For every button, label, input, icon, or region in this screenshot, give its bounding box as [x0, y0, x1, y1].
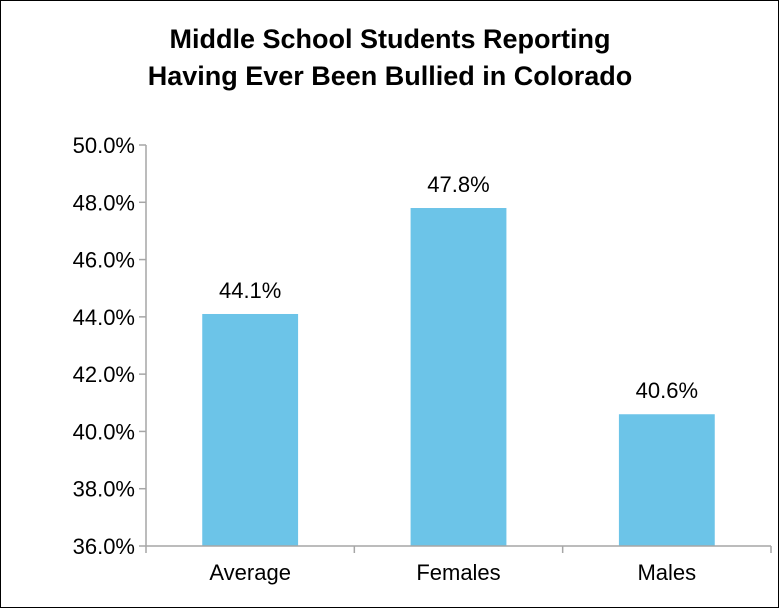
x-category-label: Average [209, 560, 291, 585]
data-label: 44.1% [219, 278, 281, 303]
data-label: 40.6% [636, 378, 698, 403]
data-label: 47.8% [427, 172, 489, 197]
y-tick-label: 46.0% [73, 248, 135, 273]
y-tick-label: 50.0% [73, 133, 135, 158]
y-tick-label: 36.0% [73, 534, 135, 559]
y-tick-label: 38.0% [73, 477, 135, 502]
bar-females [410, 208, 507, 546]
y-tick-label: 48.0% [73, 190, 135, 215]
bars: 44.1% 47.8% 40.6% [202, 172, 715, 546]
chart-title-line-1: Middle School Students Reporting [170, 24, 611, 54]
chart-title-line-2: Having Ever Been Bullied in Colorado [148, 61, 633, 91]
x-axis: Average Females Males [145, 545, 772, 585]
y-tick-label: 42.0% [73, 362, 135, 387]
bar-average [202, 313, 299, 546]
x-category-label: Males [637, 560, 696, 585]
y-tick-label: 44.0% [73, 305, 135, 330]
y-axis: 36.0% 38.0% 40.0% 42.0% 44.0% 46.0% 48.0% 50.0% [73, 133, 147, 559]
x-category-label: Females [416, 560, 500, 585]
y-tick-label: 40.0% [73, 419, 135, 444]
bar-males [618, 414, 715, 546]
